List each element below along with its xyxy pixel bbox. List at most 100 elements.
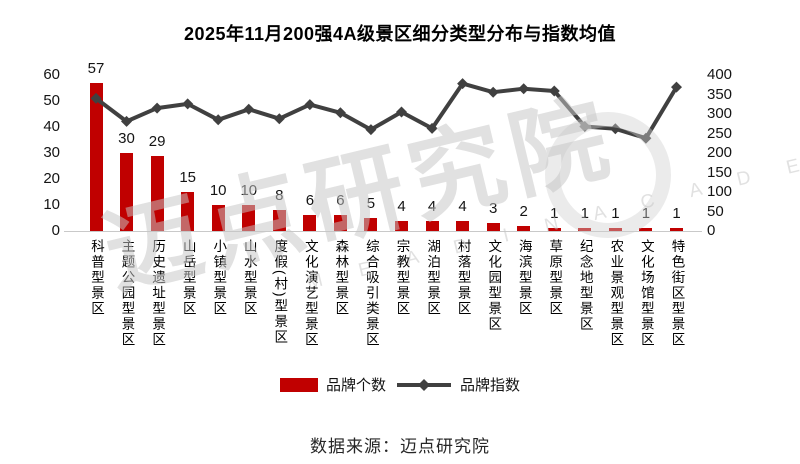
left-axis-tick: 30 <box>43 144 60 161</box>
data-source-note: 数据来源：迈点研究院 <box>310 437 490 456</box>
bar-湖泊型景区 <box>425 220 439 231</box>
bar-综合吸引类景区 <box>364 218 378 231</box>
line-marker-1 <box>121 115 133 127</box>
bar-value-label: 2 <box>519 202 528 220</box>
line-marker-14 <box>518 83 530 95</box>
category-label-10: 宗教型景区 <box>394 239 410 317</box>
bar-value-label: 6 <box>305 192 315 210</box>
bar-特色街区型景区 <box>670 228 683 231</box>
right-axis-tick: 400 <box>707 66 733 83</box>
bar-value-label: 1 <box>641 205 651 223</box>
bar-value-label: 1 <box>580 205 589 223</box>
category-label-15: 草原型景区 <box>547 239 563 317</box>
line-marker-15 <box>548 85 560 97</box>
right-axis-tick: 150 <box>707 163 733 181</box>
line-marker-10 <box>396 106 407 118</box>
bar-山岳型景区 <box>181 192 195 231</box>
left-axis-tick: 20 <box>43 170 60 187</box>
bar-value-label: 5 <box>366 195 376 212</box>
category-label-4: 小镇型景区 <box>211 239 227 317</box>
bar-value-label: 4 <box>427 197 437 215</box>
right-axis-tick: 50 <box>707 202 724 220</box>
legend-item-line: 品牌指数 <box>396 374 520 395</box>
category-label-13: 文化园型景区 <box>486 239 502 332</box>
bar-value-label: 10 <box>240 182 258 199</box>
bar-历史遗址型景区 <box>150 155 164 231</box>
category-label-2: 历史遗址型景区 <box>150 239 166 348</box>
legend-line-label: 品牌指数 <box>460 377 521 394</box>
category-label-11: 湖泊型景区 <box>425 239 441 317</box>
bar-小镇型景区 <box>211 205 225 231</box>
bar-草原型景区 <box>547 228 561 231</box>
line-series-swatch <box>397 378 451 391</box>
bar-value-label: 15 <box>179 169 197 186</box>
right-axis-tick: 350 <box>707 85 733 103</box>
line-marker-5 <box>243 103 255 115</box>
right-axis-tick: 200 <box>707 144 733 161</box>
bar-海滨型景区 <box>517 225 531 231</box>
line-marker-6 <box>273 113 285 125</box>
category-label-1: 主题公园型景区 <box>119 239 135 348</box>
bar-value-label: 3 <box>489 200 498 218</box>
bar-森林型景区 <box>333 215 347 231</box>
right-axis-tick: 100 <box>707 183 733 200</box>
line-marker-9 <box>365 124 377 136</box>
bar-value-label: 1 <box>611 205 620 223</box>
legend-bars-label: 品牌个数 <box>325 377 386 394</box>
bar-纪念地型景区 <box>578 228 592 231</box>
category-label-5: 山水型景区 <box>241 239 257 317</box>
line-marker-18 <box>640 132 652 144</box>
bar-value-label: 29 <box>148 132 166 150</box>
bar-value-label: 1 <box>550 205 559 223</box>
line-marker-16 <box>579 121 591 132</box>
chart-legend: 品牌个数 品牌指数 <box>0 374 800 395</box>
category-label-6: 度假(村)型景区 <box>272 239 288 345</box>
category-label-0: 科普型景区 <box>89 239 104 317</box>
bar-value-label: 4 <box>397 197 406 215</box>
bar-农业景观型景区 <box>608 228 622 231</box>
bar-value-label: 6 <box>336 192 345 210</box>
category-label-17: 农业景观型景区 <box>608 239 624 348</box>
category-label-12: 村落型景区 <box>455 239 471 317</box>
legend-item-bars: 品牌个数 <box>279 374 386 395</box>
bar-村落型景区 <box>456 220 470 231</box>
bar-value-label: 1 <box>672 205 681 223</box>
chart-title: 2025年11月200强4A级景区细分类型分布与指数均值 <box>183 24 617 44</box>
line-marker-19 <box>671 81 682 93</box>
left-axis-tick: 60 <box>43 66 60 83</box>
bar-文化演艺型景区 <box>303 215 317 231</box>
line-marker-12 <box>457 78 469 90</box>
bar-宗教型景区 <box>395 220 408 231</box>
bar-value-label: 8 <box>275 187 284 205</box>
bar-主题公园型景区 <box>120 153 133 231</box>
category-label-18: 文化场馆型景区 <box>638 239 654 348</box>
bar-文化园型景区 <box>486 223 500 231</box>
bar-文化场馆型景区 <box>639 228 653 231</box>
left-axis-tick: 10 <box>43 196 60 213</box>
category-label-14: 海滨型景区 <box>516 239 532 317</box>
bar-value-label: 10 <box>209 182 227 199</box>
right-axis-tick: 250 <box>707 124 733 142</box>
bar-value-label: 57 <box>87 59 105 77</box>
right-axis-tick: 300 <box>707 105 733 122</box>
bar-series-swatch <box>279 377 318 392</box>
category-label-7: 文化演艺型景区 <box>302 239 318 348</box>
line-marker-8 <box>334 107 346 119</box>
bar-科普型景区 <box>89 82 103 231</box>
category-label-9: 综合吸引类景区 <box>363 239 379 348</box>
bar-value-label: 4 <box>458 197 467 215</box>
line-marker-17 <box>609 123 621 135</box>
category-label-16: 纪念地型景区 <box>577 239 593 332</box>
line-marker-13 <box>487 86 499 98</box>
category-label-3: 山岳型景区 <box>180 239 196 317</box>
left-axis-tick: 0 <box>51 222 60 239</box>
line-marker-11 <box>426 122 438 134</box>
x-axis-line <box>64 231 702 232</box>
bar-度假(村)型景区 <box>272 210 286 231</box>
line-marker-7 <box>304 99 316 111</box>
right-axis-tick: 0 <box>707 222 716 239</box>
line-marker-2 <box>151 102 163 114</box>
category-label-19: 特色街区型景区 <box>669 239 685 348</box>
line-marker-4 <box>212 114 224 126</box>
